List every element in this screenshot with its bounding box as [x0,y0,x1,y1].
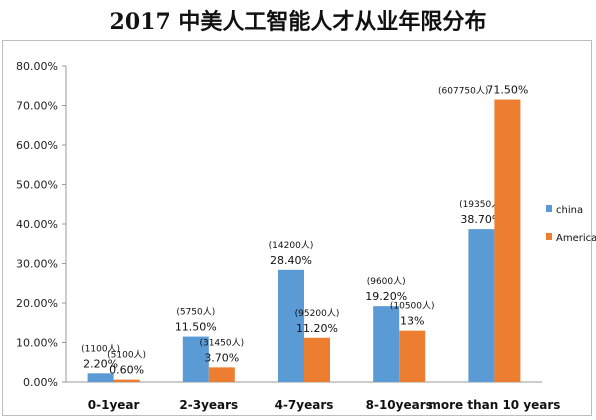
people-count-label: (10500人) [390,301,435,312]
y-tick-label: 80.00% [16,60,58,73]
y-tick-label: 30.00% [16,258,58,271]
data-label: 38.70% [460,213,502,226]
x-category-label: 0-1year [88,398,140,412]
y-tick-label: 40.00% [16,218,58,231]
y-tick-label: 0.00% [23,376,58,389]
y-tick-label: 70.00% [16,100,58,113]
bar-china [278,269,304,382]
x-category-label: 4-7years [275,398,334,412]
data-label: 3.70% [204,351,239,364]
data-label: 11.20% [296,322,338,335]
people-count-label: (95200人) [295,308,340,319]
legend-label: America [556,233,596,244]
people-count-label: (607750人) [438,86,488,97]
x-category-label: 8-10years [366,398,433,412]
people-count-label: (14200人) [269,240,314,251]
y-tick-label: 60.00% [16,139,58,152]
bar-china [182,336,209,382]
data-label: 28.40% [270,254,312,267]
bar-china [373,306,400,382]
people-count-label: (5100人) [107,350,146,361]
bar-america [399,330,426,382]
x-category-label: 2-3years [179,398,238,412]
y-tick-label: 20.00% [16,297,58,310]
legend-swatch [546,233,552,240]
data-label: 19.20% [365,290,407,303]
people-count-label: (9600人) [367,276,406,287]
data-label: 13% [400,315,424,328]
data-label: 11.50% [175,321,217,334]
data-label: 0.60% [109,364,144,377]
people-count-label: (31450人) [199,337,244,348]
people-count-label: (5750人) [176,307,215,318]
bar-america [494,99,521,382]
people-count-label: (1100人) [81,343,120,354]
bar-america [304,337,330,382]
y-tick-label: 10.00% [16,337,58,350]
x-category-label: more than 10 years [428,398,560,412]
chart-title: 2017 中美人工智能人才从业年限分布 [109,9,487,35]
people-count-label: (19350人) [459,199,504,210]
legend-swatch [546,205,552,212]
legend-label: china [556,205,583,216]
bar-china [468,229,495,382]
bar-america [208,367,235,382]
data-label: 2.20% [83,357,118,370]
y-tick-label: 50.00% [16,179,58,192]
data-label: 71.50% [486,84,528,97]
bar-america [113,379,140,382]
bar-china [87,373,114,382]
